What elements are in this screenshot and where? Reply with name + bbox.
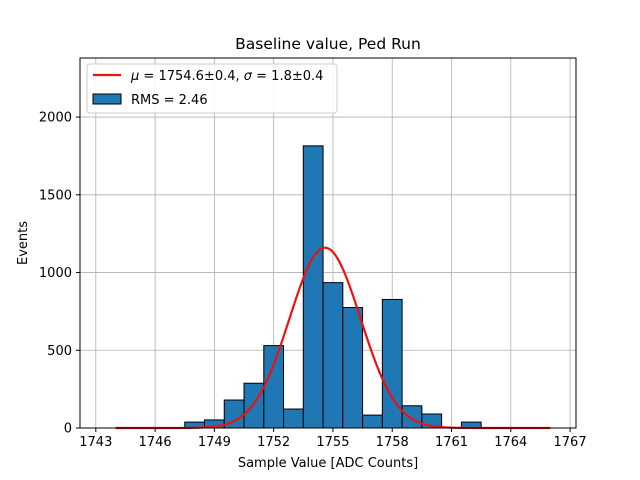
histogram-bar [243,382,265,429]
y-tick-label: 1000 [39,266,72,281]
x-tick-label: 1755 [316,435,349,450]
y-tick-label: 0 [64,422,72,437]
y-axis: 0 500 1000 1500 2000 [39,111,80,437]
histogram-bar [302,145,324,429]
y-tick-label: 2000 [39,111,72,126]
histogram-bars [184,145,482,429]
plot-frame [79,57,577,429]
x-tick-label: 1758 [376,435,409,450]
x-tick-label: 1752 [257,435,290,450]
legend-fit-mu-value: = 1754.6±0.4, [139,69,243,84]
histogram-bar [283,408,304,429]
x-tick-label: 1746 [139,435,172,450]
histogram-bar [342,307,364,429]
legend-fit-sigma-symbol: σ [244,69,253,84]
x-tick-label: 1743 [79,435,112,450]
chart-title: Baseline value, Ped Run [235,35,421,53]
y-tick-label: 500 [47,344,72,359]
x-tick-label: 1761 [435,435,468,450]
histogram-bar [322,282,344,429]
histogram-bar [401,405,423,429]
x-axis: 1743 1746 1749 1752 1755 1758 1761 1764 1767 [79,428,587,450]
legend-fit-sigma-value: = 1.8±0.4 [252,69,323,84]
legend-histogram-swatch [92,93,122,105]
x-axis-title: Sample Value [ADC Counts] [238,456,418,471]
legend-histogram-label: RMS = 2.46 [131,93,208,108]
x-tick-label: 1749 [198,435,231,450]
legend: μ = 1754.6±0.4, σ = 1.8±0.4 RMS = 2.46 [86,63,338,114]
y-axis-title: Events [16,221,31,265]
legend-fit-mu-symbol: μ [130,69,139,84]
histogram-bar [362,414,383,429]
legend-fit-label: μ = 1754.6±0.4, σ = 1.8±0.4 [130,69,323,84]
legend-box [86,63,338,114]
y-tick-label: 1500 [39,188,72,203]
x-tick-label: 1767 [554,435,587,450]
x-tick-label: 1764 [494,435,527,450]
histogram-bar [263,345,285,429]
